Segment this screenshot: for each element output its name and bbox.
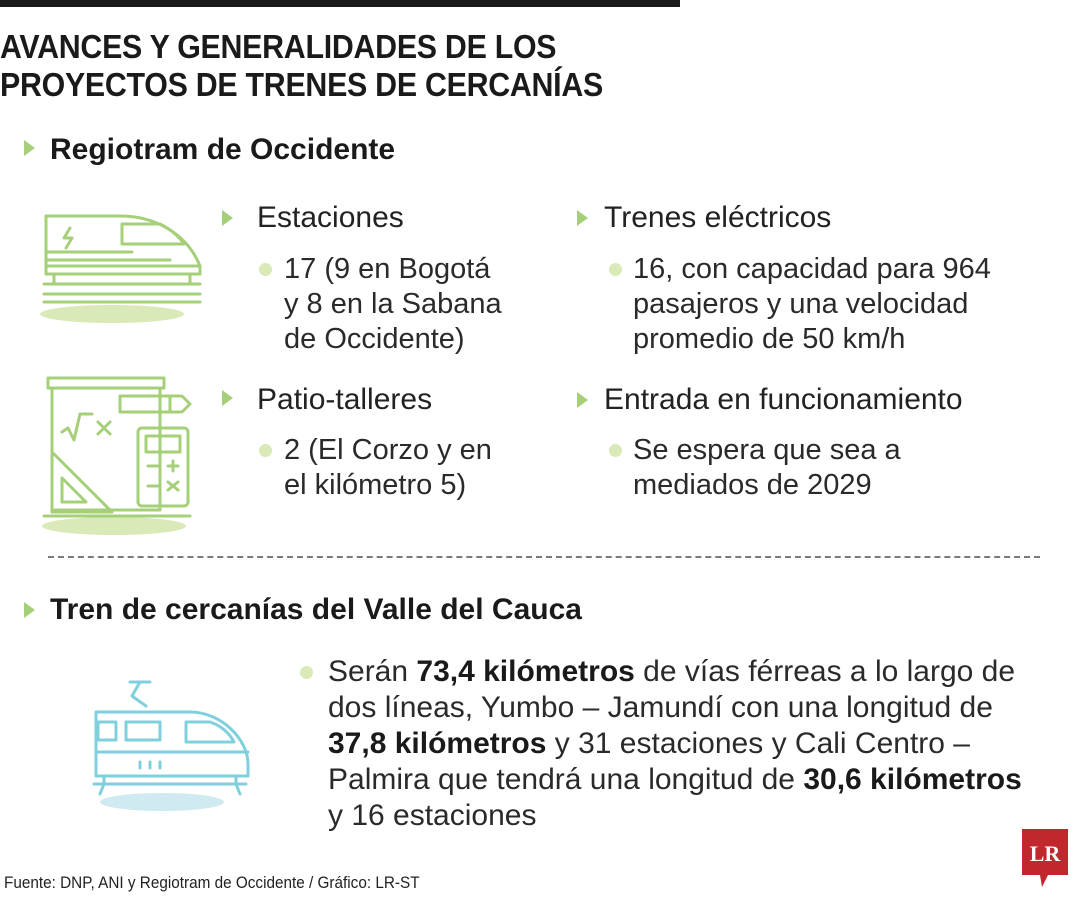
estaciones-label: Estaciones	[257, 201, 404, 234]
estaciones-marker-icon	[222, 210, 233, 226]
entrada-line: mediados de 2029	[633, 469, 872, 501]
trenes-line: 16, con capacidad para 964	[633, 253, 991, 285]
valle-train-icon	[92, 680, 250, 811]
patio-line: el kilómetro 5)	[284, 469, 467, 501]
valle-highlight-palmira-km: 30,6 kilómetros	[803, 763, 1022, 796]
valle-highlight-total-km: 73,4 kilómetros	[416, 655, 635, 688]
trenes-value: 16, con capacidad para 964 pasajeros y u…	[633, 252, 991, 357]
page-title: AVANCES Y GENERALIDADES DE LOS PROYECTOS…	[0, 28, 699, 104]
entrada-bullet	[609, 444, 622, 457]
entrada-label: Entrada en funcionamiento	[604, 383, 963, 416]
trenes-label: Trenes eléctricos	[604, 201, 832, 234]
entrada-line: Se espera que sea a	[633, 434, 901, 466]
estaciones-value: 17 (9 en Bogotá y 8 en la Sabana de Occi…	[284, 252, 502, 357]
entrada-marker-icon	[577, 392, 588, 408]
section-marker-icon	[24, 602, 35, 618]
trenes-line: promedio de 50 km/h	[633, 323, 906, 355]
section-divider	[48, 556, 1040, 558]
lr-logo: LR	[1022, 829, 1068, 887]
electric-train-icon	[40, 214, 202, 323]
section-title-valle: Tren de cercanías del Valle del Cauca	[50, 593, 582, 626]
valle-highlight-yumbo-km: 37,8 kilómetros	[328, 727, 547, 760]
logo-text: LR	[1030, 841, 1062, 866]
valle-text-part: y 31 estaciones y Cali Centro – Palmira …	[328, 727, 970, 796]
trenes-line: pasajeros y una velocidad	[633, 288, 969, 320]
estaciones-line: y 8 en la Sabana	[284, 288, 502, 320]
trenes-marker-icon	[577, 210, 588, 226]
patio-bullet	[259, 444, 272, 457]
drafting-calculator-icon	[42, 376, 192, 535]
page-title-line-1: AVANCES Y GENERALIDADES DE LOS	[0, 28, 557, 65]
valle-text-part: Serán	[328, 655, 417, 688]
patio-value: 2 (El Corzo y en el kilómetro 5)	[284, 433, 492, 503]
valle-text-part: y 16 estaciones	[328, 799, 537, 832]
estaciones-line: 17 (9 en Bogotá	[284, 253, 491, 285]
entrada-value: Se espera que sea a mediados de 2029	[633, 433, 901, 503]
section-marker-icon	[24, 140, 35, 156]
estaciones-bullet	[259, 263, 272, 276]
valle-description: Serán 73,4 kilómetros de vías férreas a …	[328, 654, 1028, 834]
patio-label: Patio-talleres	[257, 383, 433, 416]
patio-line: 2 (El Corzo y en	[284, 434, 492, 466]
trenes-bullet	[609, 263, 622, 276]
page-title-line-2: PROYECTOS DE TRENES DE CERCANÍAS	[0, 66, 603, 103]
estaciones-line: de Occidente)	[284, 323, 465, 355]
section-title-regiotram: Regiotram de Occidente	[50, 133, 396, 166]
valle-text-part: de vías férreas a lo largo de dos líneas…	[328, 655, 1016, 724]
source-credit: Fuente: DNP, ANI y Regiotram de Occident…	[4, 873, 420, 892]
valle-bullet	[300, 666, 313, 679]
top-rule	[0, 0, 680, 7]
patio-marker-icon	[222, 390, 233, 406]
